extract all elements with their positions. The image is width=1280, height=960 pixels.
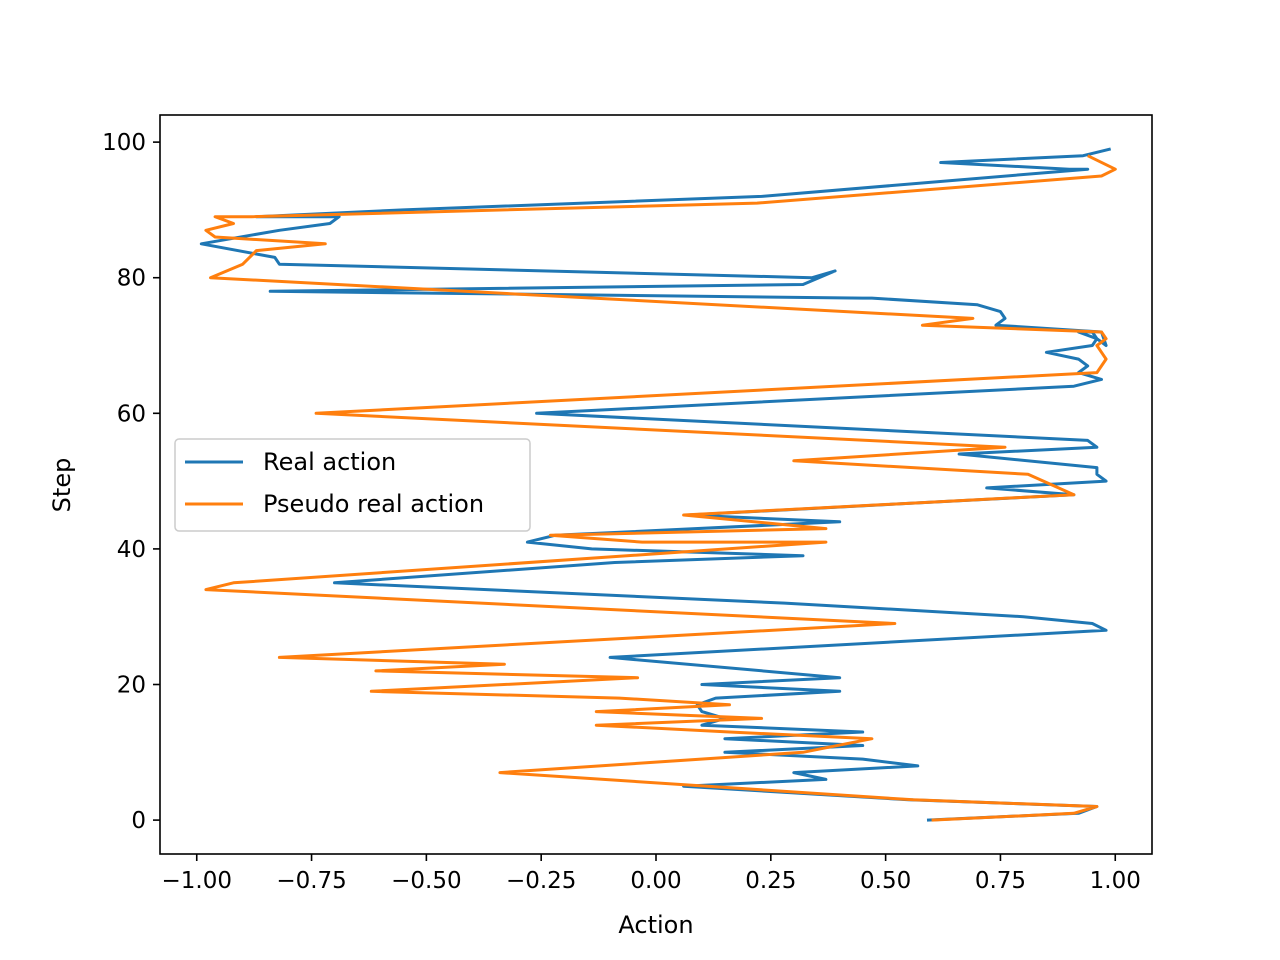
x-tick-label: 0.75 bbox=[975, 868, 1026, 894]
series-line-real-action bbox=[199, 147, 1112, 822]
x-axis-ticks: −1.00 −0.75 −0.50 −0.25 0.00 0.25 0.50 0.75 1.00 bbox=[161, 854, 1141, 894]
x-tick-label: 1.00 bbox=[1090, 868, 1141, 894]
x-tick-label: −0.75 bbox=[276, 868, 346, 894]
y-tick-label: 60 bbox=[117, 401, 146, 427]
y-tick-label: 40 bbox=[117, 537, 146, 563]
x-tick-label: 0.25 bbox=[745, 868, 796, 894]
y-tick-label: 0 bbox=[131, 808, 146, 834]
x-axis-label: Action bbox=[618, 911, 693, 939]
x-tick-label: −0.25 bbox=[506, 868, 576, 894]
y-axis-label: Step bbox=[48, 458, 76, 513]
x-tick-label: −1.00 bbox=[161, 868, 231, 894]
legend-label-pseudo-real-action: Pseudo real action bbox=[263, 490, 484, 518]
y-tick-label: 80 bbox=[117, 266, 146, 292]
series-layer bbox=[199, 147, 1117, 822]
legend: Real action Pseudo real action bbox=[174, 438, 531, 532]
legend-label-real-action: Real action bbox=[263, 448, 396, 476]
series-line-pseudo-real-action bbox=[204, 154, 1117, 822]
x-tick-label: −0.50 bbox=[391, 868, 461, 894]
x-tick-label: 0.00 bbox=[630, 868, 681, 894]
x-tick-label: 0.50 bbox=[860, 868, 911, 894]
y-axis-ticks: 0 20 40 60 80 100 bbox=[102, 130, 160, 834]
y-tick-label: 100 bbox=[102, 130, 146, 156]
legend-box bbox=[174, 438, 531, 532]
y-tick-label: 20 bbox=[117, 673, 146, 699]
